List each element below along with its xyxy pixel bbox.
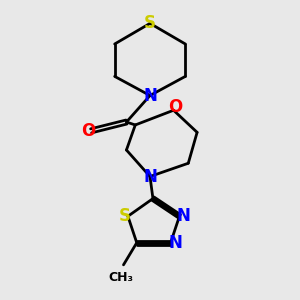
Text: CH₃: CH₃ — [108, 271, 133, 284]
Text: N: N — [168, 234, 182, 252]
Text: N: N — [143, 86, 157, 104]
Text: S: S — [144, 14, 156, 32]
Text: N: N — [177, 207, 191, 225]
Text: O: O — [168, 98, 182, 116]
Text: S: S — [119, 207, 131, 225]
Text: N: N — [143, 167, 157, 185]
Text: O: O — [81, 122, 95, 140]
